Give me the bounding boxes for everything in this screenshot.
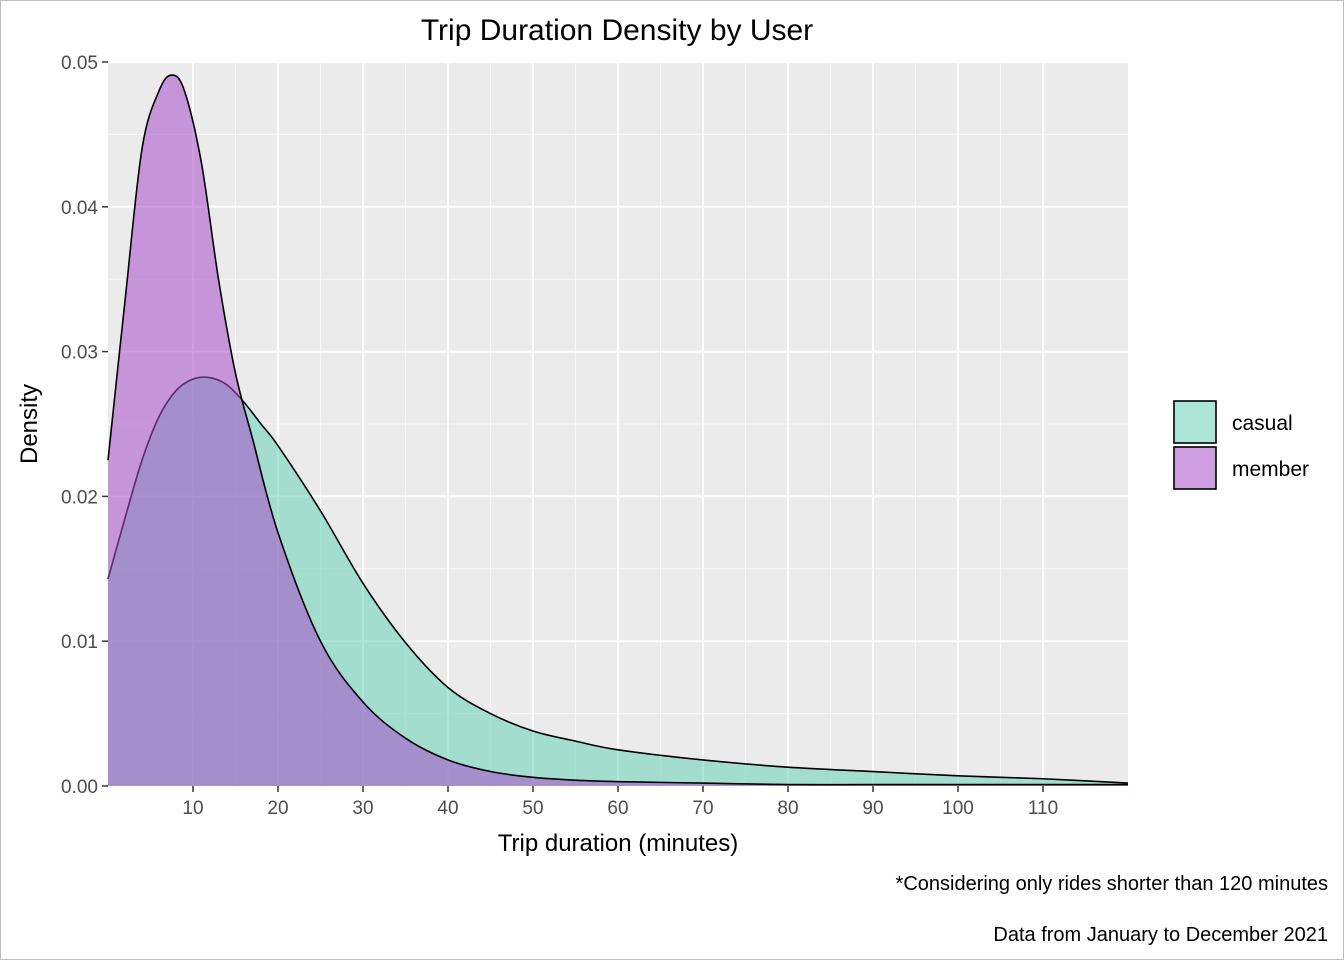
- y-tick-label: 0.00: [61, 777, 98, 798]
- caption-filter-note: *Considering only rides shorter than 120…: [896, 873, 1328, 895]
- density-line-member: [107, 74, 1128, 786]
- axis-ticks: [102, 61, 1044, 792]
- y-tick-label: 0.02: [61, 487, 98, 508]
- chart-title: Trip Duration Density by User: [421, 14, 813, 47]
- x-tick-label: 40: [437, 798, 458, 819]
- y-axis-tick-labels: 0.00 0.01 0.02 0.03 0.04 0.05: [61, 53, 98, 798]
- x-tick-label: 60: [607, 798, 628, 819]
- density-areas: [107, 74, 1129, 786]
- density-area-member: [108, 75, 1128, 786]
- x-tick-label: 50: [522, 798, 543, 819]
- x-tick-label: 20: [267, 798, 288, 819]
- x-tick-label: 100: [942, 798, 974, 819]
- y-axis-title: Density: [16, 384, 43, 464]
- x-tick-label: 10: [182, 798, 203, 819]
- legend-label-member: member: [1232, 458, 1309, 481]
- caption-data-range: Data from January to December 2021: [993, 924, 1328, 946]
- x-tick-label: 70: [692, 798, 713, 819]
- legend-label-casual: casual: [1232, 412, 1293, 435]
- y-tick-label: 0.05: [61, 53, 98, 74]
- x-tick-label: 90: [862, 798, 883, 819]
- x-axis-tick-labels: 10 20 30 40 50 60 70 80 90 100 110: [182, 798, 1058, 819]
- y-tick-label: 0.03: [61, 343, 98, 364]
- x-tick-label: 80: [777, 798, 798, 819]
- x-tick-label: 110: [1028, 798, 1058, 819]
- density-area-casual: [108, 377, 1128, 786]
- legend-swatch-casual: [1173, 400, 1217, 444]
- x-axis-title: Trip duration (minutes): [498, 830, 739, 857]
- legend-swatch-member: [1173, 446, 1217, 490]
- legend: casual member: [1173, 400, 1309, 490]
- y-tick-label: 0.04: [61, 198, 98, 219]
- x-tick-label: 30: [352, 798, 373, 819]
- y-tick-label: 0.01: [61, 632, 98, 653]
